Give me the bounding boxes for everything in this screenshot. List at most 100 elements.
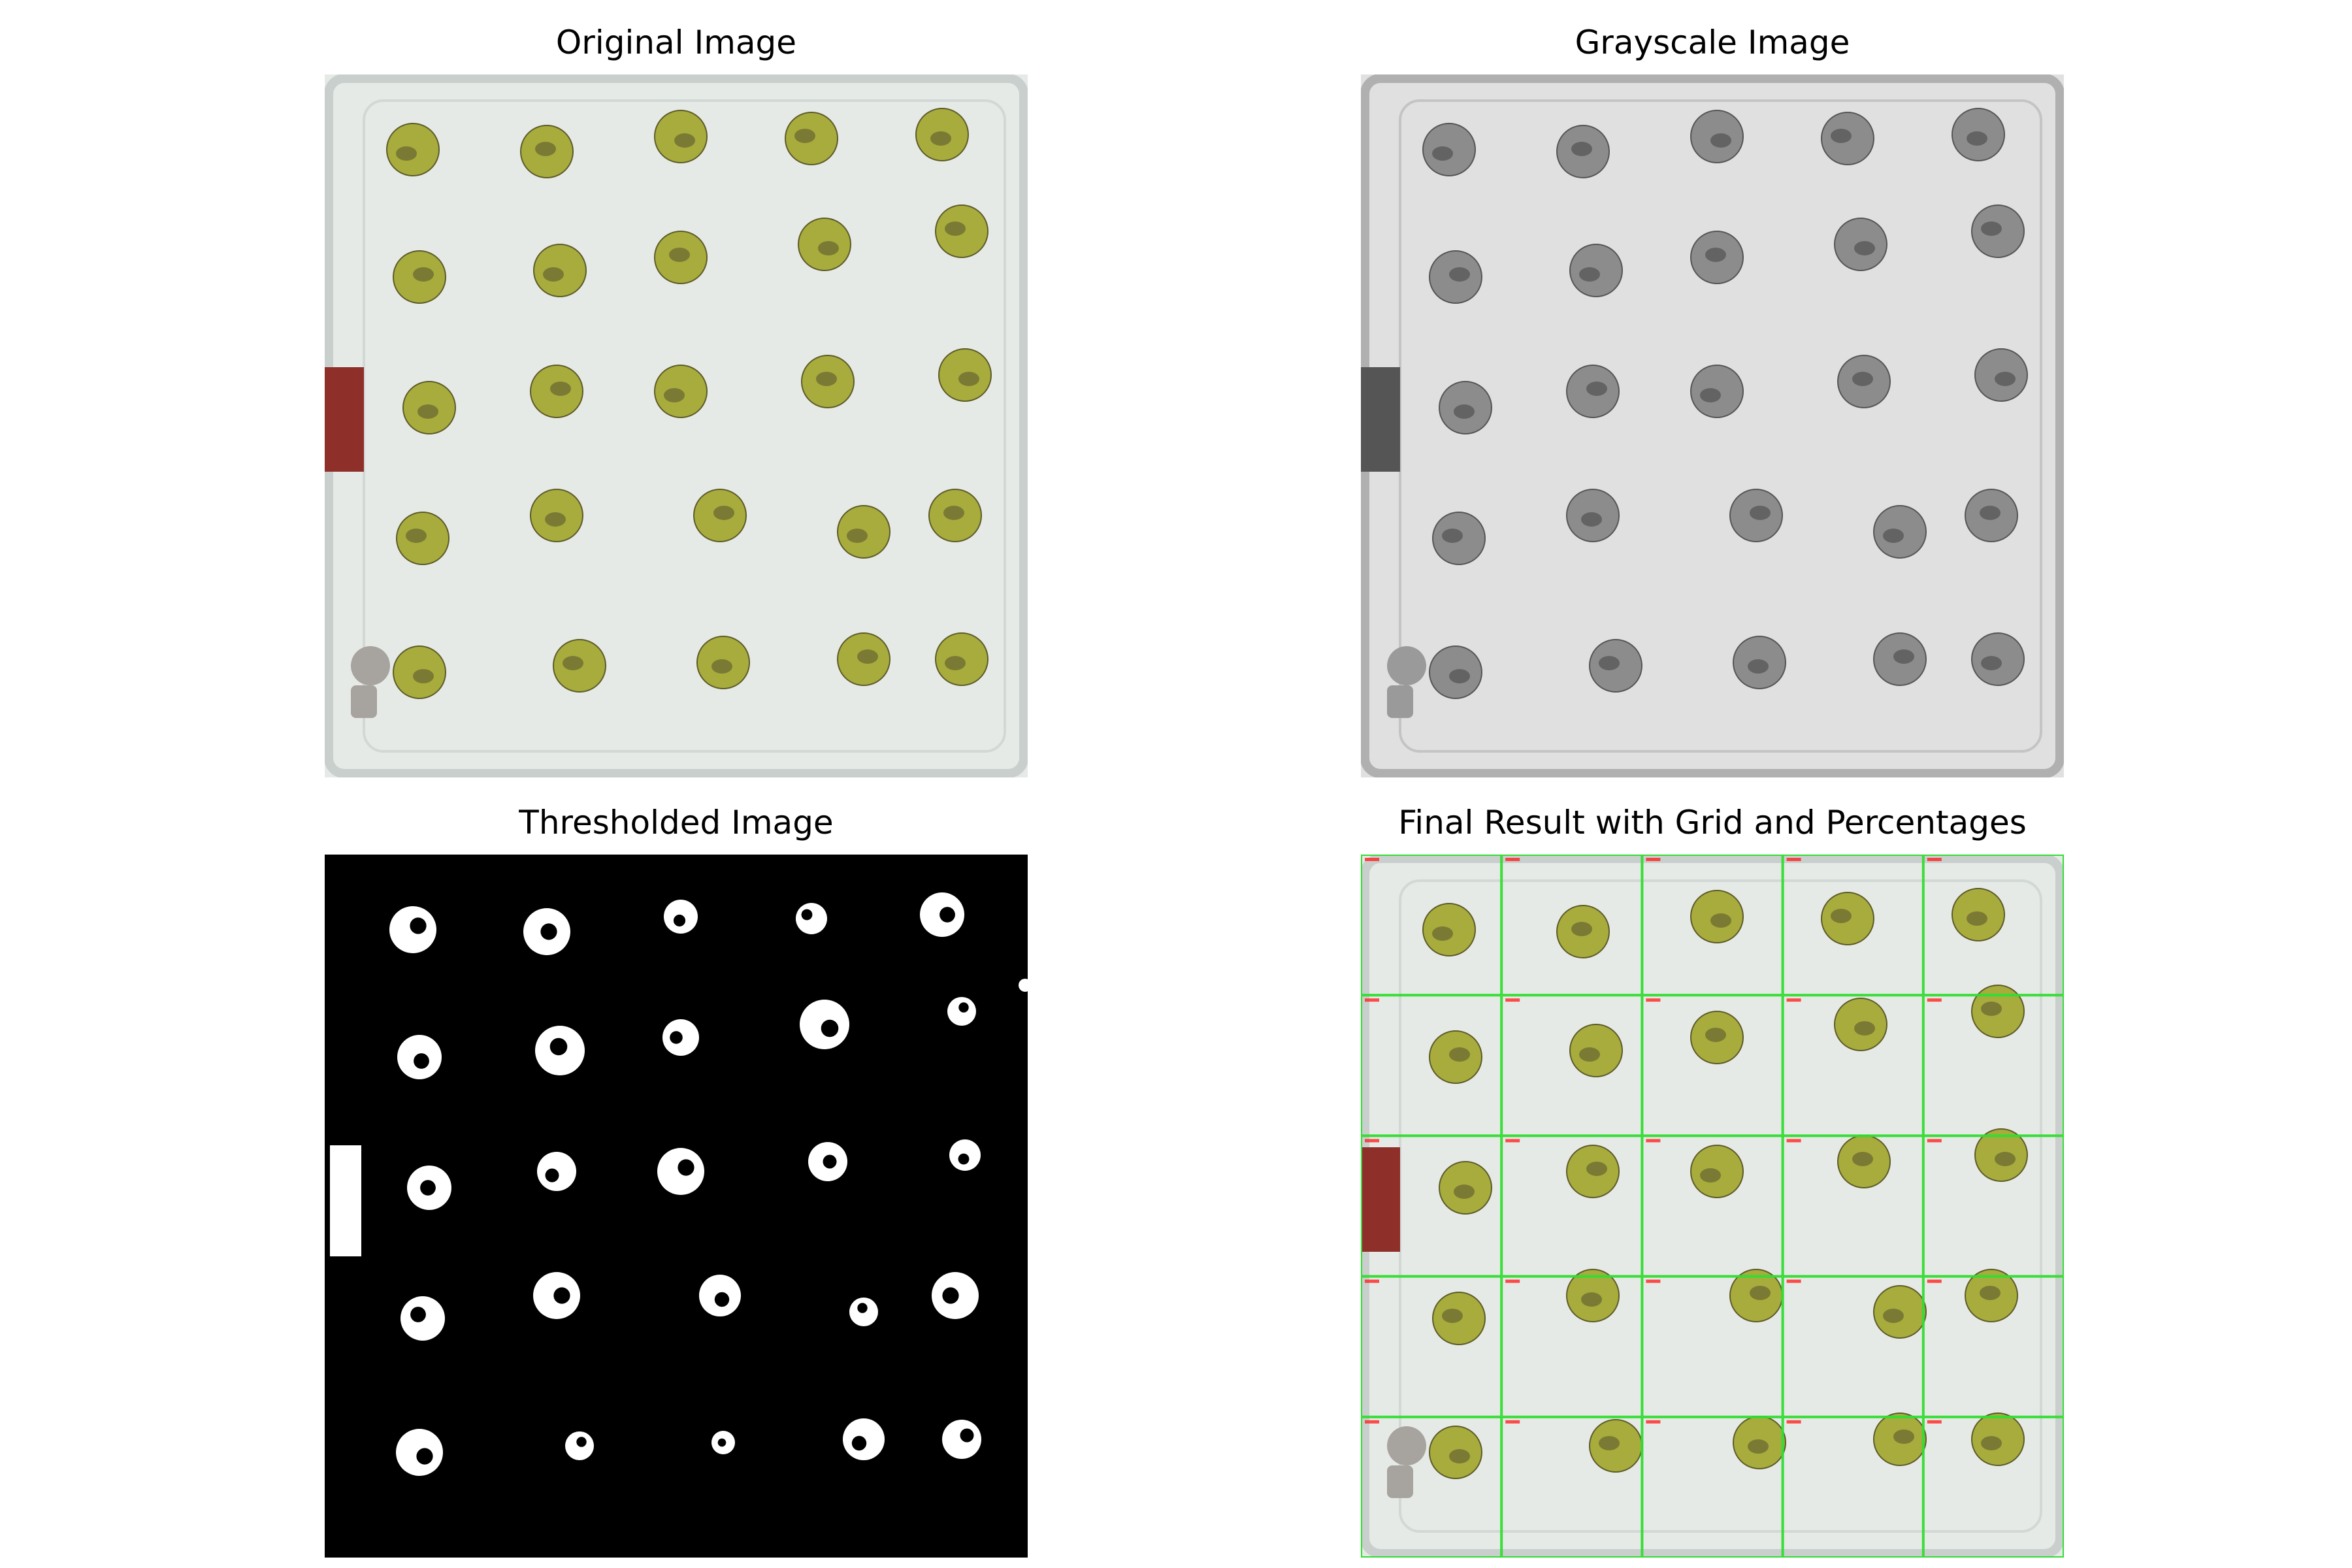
leaf-disc	[1422, 123, 1476, 176]
leaf-disc	[1873, 505, 1927, 559]
leaf-disc	[654, 231, 708, 284]
leaf-disc	[1834, 998, 1887, 1051]
grid-percentage-label	[1927, 1420, 1942, 1424]
leaf-disc	[654, 365, 708, 418]
threshold-blob	[711, 1431, 735, 1454]
leaf-disc	[1729, 1269, 1783, 1322]
grid-percentage-label	[1646, 858, 1661, 861]
leaf-disc	[1821, 112, 1874, 165]
leaf-disc	[785, 112, 838, 165]
label-blob-stem	[351, 685, 377, 718]
label-blob	[1387, 646, 1426, 685]
leaf-disc	[1432, 512, 1486, 565]
grid-cell	[1782, 1135, 1923, 1277]
grid-cell	[1923, 855, 2064, 996]
leaf-disc	[798, 218, 851, 271]
threshold-blob	[389, 906, 436, 953]
grid-cell	[1923, 1276, 2064, 1417]
leaf-disc	[1690, 231, 1744, 284]
leaf-disc	[393, 250, 446, 304]
leaf-disc	[1733, 636, 1786, 689]
original-image-title: Original Image	[555, 24, 797, 61]
leaf-disc	[1566, 1269, 1620, 1322]
leaf-disc	[935, 632, 988, 686]
leaf-disc	[1873, 632, 1927, 686]
leaf-disc	[386, 123, 440, 176]
grid-percentage-label	[1365, 998, 1379, 1002]
threshold-blob	[800, 1000, 849, 1049]
label-blob	[351, 646, 390, 685]
leaf-disc	[1556, 125, 1610, 178]
grid-cell	[1642, 1135, 1783, 1277]
leaf-disc	[1873, 1413, 1927, 1466]
leaf-disc	[1569, 244, 1623, 297]
grayscale-image-title: Grayscale Image	[1575, 24, 1850, 61]
leaf-disc	[1690, 890, 1744, 943]
final-result-panel	[1361, 855, 2064, 1558]
threshold-blob	[523, 908, 570, 955]
leaf-disc	[1422, 903, 1476, 956]
leaf-disc	[693, 489, 747, 542]
grid-cell	[1642, 855, 1783, 996]
leaf-disc	[1974, 348, 2028, 402]
grid-cell	[1501, 1416, 1642, 1558]
leaf-disc	[1837, 355, 1891, 408]
leaf-disc	[1429, 1426, 1482, 1479]
leaf-disc	[801, 355, 855, 408]
leaf-disc	[1834, 218, 1887, 271]
label-blob	[1387, 1426, 1426, 1465]
leaf-disc	[393, 645, 446, 699]
leaf-disc	[1971, 1413, 2025, 1466]
leaf-disc	[1729, 489, 1783, 542]
grid-percentage-label	[1786, 858, 1801, 861]
grid-cell	[1361, 855, 1502, 996]
final-result-image	[1361, 855, 2064, 1558]
threshold-blob	[920, 892, 964, 937]
grid-percentage-label	[1646, 1139, 1661, 1143]
leaf-disc	[928, 489, 982, 542]
threshold-blob	[664, 900, 698, 934]
label-blob-stem	[1387, 1465, 1413, 1498]
leaf-disc	[1569, 1024, 1623, 1077]
thresholded-image	[325, 855, 1028, 1558]
grid-percentage-label	[1646, 998, 1661, 1002]
grid-percentage-label	[1505, 1139, 1520, 1143]
grid-percentage-label	[1365, 858, 1379, 861]
grid-cell	[1642, 1276, 1783, 1417]
original-image-panel	[325, 74, 1028, 777]
label-blob-stem	[1387, 685, 1413, 718]
original-image	[325, 74, 1028, 777]
grid-cell	[1501, 855, 1642, 996]
leaf-disc	[533, 244, 587, 297]
leaf-disc	[935, 204, 988, 258]
grid-cell	[1923, 1416, 2064, 1558]
grid-percentage-label	[1505, 1279, 1520, 1283]
leaf-disc	[1429, 645, 1482, 699]
leaf-disc	[1873, 1285, 1927, 1339]
grid-cell	[1923, 995, 2064, 1136]
threshold-tape-region	[330, 1145, 361, 1256]
leaf-disc	[1965, 1269, 2018, 1322]
grid-percentage-label	[1927, 1139, 1942, 1143]
threshold-blob	[396, 1429, 443, 1476]
leaf-disc	[1439, 1161, 1492, 1215]
thresholded-image-title: Thresholded Image	[519, 804, 834, 841]
leaf-disc	[1589, 639, 1642, 693]
grid-percentage-label	[1927, 998, 1942, 1002]
threshold-blob	[662, 1019, 699, 1056]
grid-cell	[1782, 1416, 1923, 1558]
threshold-blob	[565, 1431, 594, 1460]
leaf-disc	[938, 348, 992, 402]
grid-cell	[1782, 855, 1923, 996]
grid-cell	[1642, 995, 1783, 1136]
threshold-blob	[407, 1166, 451, 1210]
tape-strip	[1361, 367, 1400, 472]
leaf-disc	[1690, 110, 1744, 163]
grid-cell	[1361, 1135, 1502, 1277]
leaf-disc	[1965, 489, 2018, 542]
threshold-blob	[942, 1420, 981, 1459]
leaf-disc	[1589, 1419, 1642, 1473]
leaf-disc	[1566, 1145, 1620, 1198]
threshold-blob	[400, 1296, 445, 1341]
leaf-disc	[396, 512, 449, 565]
